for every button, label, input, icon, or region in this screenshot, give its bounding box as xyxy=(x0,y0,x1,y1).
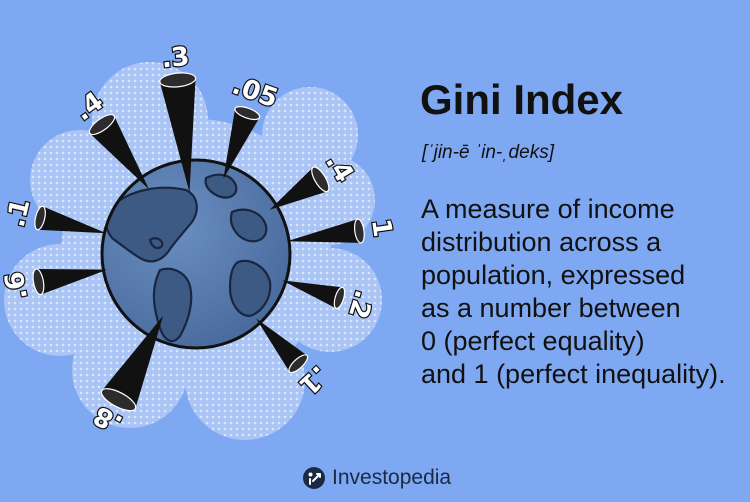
brand-footer: Investopedia xyxy=(302,466,451,490)
investopedia-logo-icon xyxy=(303,467,325,489)
spike xyxy=(287,219,362,243)
spike xyxy=(37,206,107,234)
definition-line: and 1 (perfect inequality). xyxy=(421,359,726,389)
spike-cap xyxy=(234,106,261,121)
spike xyxy=(89,115,149,190)
spike-label: .1 xyxy=(1,196,37,230)
spike xyxy=(282,280,343,309)
definition-line: population, expressed xyxy=(421,260,686,290)
spike xyxy=(159,78,196,193)
spike xyxy=(36,268,108,295)
spike-cap xyxy=(333,286,346,310)
definition-line: distribution across a xyxy=(421,227,662,257)
spike xyxy=(256,318,308,372)
page-title: Gini Index xyxy=(420,76,624,123)
definition-text: A measure of income distribution across … xyxy=(421,193,741,391)
spike xyxy=(101,315,164,409)
spike-cap xyxy=(32,268,45,296)
spike-label: .6 xyxy=(0,269,34,302)
definition-line: A measure of income xyxy=(421,194,675,224)
spike xyxy=(223,108,260,179)
spike-label: 1 xyxy=(365,217,397,239)
brand-name: Investopedia xyxy=(332,466,452,489)
spike-cap xyxy=(100,388,137,412)
spike-label: .3 xyxy=(160,42,191,75)
spike-cap xyxy=(288,354,309,374)
definition-line: 0 (perfect equality) xyxy=(421,326,645,356)
globe xyxy=(100,158,292,350)
pronunciation: [ˈjin-ē ˈin-ˌdeks] xyxy=(422,142,554,163)
spike-cap xyxy=(353,218,365,244)
spike-cap xyxy=(88,114,116,136)
spike-cap xyxy=(159,72,197,88)
spike-cap xyxy=(34,205,46,231)
definition-line: as a number between xyxy=(421,293,681,323)
spike-cap xyxy=(311,166,330,193)
